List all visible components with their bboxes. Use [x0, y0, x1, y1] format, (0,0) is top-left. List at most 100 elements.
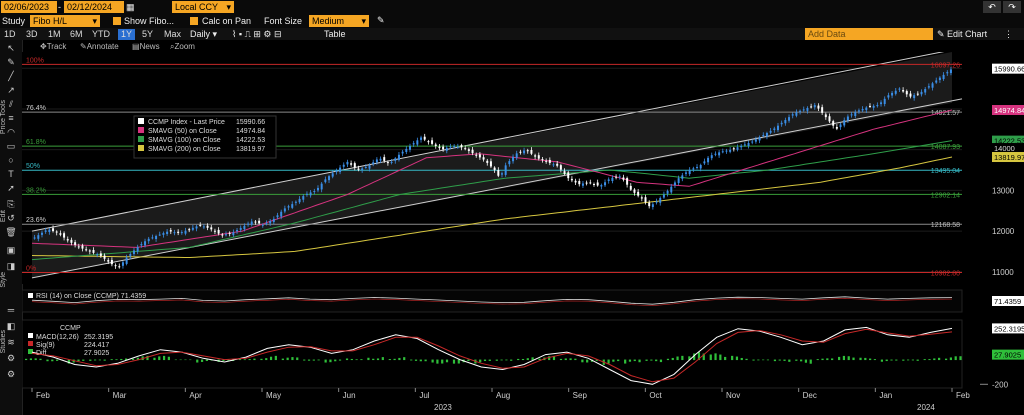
circle-icon[interactable]: ○	[8, 155, 14, 165]
candle-body	[40, 232, 43, 235]
x-month-label: Aug	[496, 391, 510, 400]
rsi-bg	[22, 289, 963, 313]
calendar-icon[interactable]: ▦	[126, 2, 135, 12]
palette-icon[interactable]: ◨	[6, 261, 16, 271]
candle-body	[913, 95, 916, 99]
frequency-select[interactable]: Daily ▾	[190, 29, 218, 39]
line-icon[interactable]: ╱	[8, 71, 14, 81]
arrow-icon[interactable]: ➚	[7, 183, 15, 193]
ray-icon[interactable]: ↗	[7, 85, 15, 95]
candle-body	[412, 143, 415, 145]
period-tab-6m[interactable]: 6M	[70, 29, 83, 39]
calc-on-pan-checkbox[interactable]	[190, 17, 198, 25]
candle-body	[677, 178, 680, 184]
currency-select[interactable]: Local CCY ▾	[172, 1, 234, 13]
macd-legend-label: Diff	[36, 350, 46, 357]
table-button[interactable]: Table	[324, 29, 346, 39]
candle-body	[342, 164, 345, 167]
candle-body	[872, 105, 875, 108]
text-icon[interactable]: T	[8, 169, 14, 179]
arc-icon[interactable]: ◠	[7, 127, 15, 137]
period-tab-ytd[interactable]: YTD	[92, 29, 110, 39]
macd-histogram-bar	[671, 357, 674, 361]
undo-icon[interactable]: ↺	[7, 213, 15, 223]
macd-histogram-bar	[410, 359, 413, 361]
more-icon[interactable]: ⋮	[1004, 29, 1013, 39]
period-tab-3d[interactable]: 3D	[26, 29, 38, 39]
fib-value-label: 16097.26	[931, 62, 960, 69]
period-tab-1m[interactable]: 1M	[48, 29, 61, 39]
candle-body	[386, 162, 389, 164]
study-label: Study	[2, 16, 26, 26]
period-tab-max[interactable]: Max	[164, 29, 182, 39]
period-tab-1y[interactable]: 1Y	[118, 29, 136, 40]
candle-body	[813, 105, 816, 108]
line-chart-icon[interactable]: ⌇ ▪ ⎍ ⊞ ⚙ ⊟	[232, 29, 282, 39]
candle-body	[942, 74, 945, 80]
rectangle-icon[interactable]: ▭	[6, 141, 16, 151]
candle-body	[806, 107, 809, 111]
study-select[interactable]: Fibo H/L ▾	[30, 15, 100, 27]
fibonacci-icon[interactable]: ≡	[8, 113, 14, 123]
macd-histogram-bar	[25, 358, 28, 361]
candle-body	[523, 150, 526, 154]
date-from-field[interactable]: 02/06/2023	[1, 1, 57, 13]
cursor-icon[interactable]: ↖	[7, 43, 15, 53]
date-to-field[interactable]: 02/12/2024	[64, 1, 124, 13]
price-chart[interactable]: 110001200013000140001500016000100%16097.…	[22, 52, 1024, 414]
line-style-icon[interactable]: ═	[7, 305, 15, 315]
macd-histogram-bar	[303, 359, 306, 361]
chevron-down-icon: ▾	[361, 16, 366, 26]
lock-icon[interactable]: ▣	[6, 245, 16, 255]
edit-chart-button[interactable]: ✎ Edit Chart	[937, 29, 988, 39]
gear-icon[interactable]: ⚙	[6, 369, 16, 379]
fib-value-label: 14087.93	[931, 144, 960, 151]
settings-icon[interactable]: ⚙	[6, 353, 16, 363]
candle-body	[707, 157, 710, 163]
track-tool[interactable]: ✥ Track	[40, 42, 67, 51]
zoom-tool[interactable]: ⌕ Zoom	[170, 42, 195, 51]
candle-body	[548, 159, 551, 163]
candle-body	[791, 114, 794, 116]
pencil-icon[interactable]: ✎	[377, 15, 385, 25]
copy-icon[interactable]: ⎘	[7, 199, 15, 209]
back-button[interactable]: ↶	[983, 1, 1001, 13]
fib-pct-label: 61.8%	[26, 139, 46, 146]
macd-histogram-bar	[681, 355, 684, 361]
channel-icon[interactable]: ⫽	[8, 99, 13, 109]
candle-body	[92, 250, 95, 253]
rsi-panel: RSI (14) on Close (CCMP) 71.4359 71.4359	[22, 289, 1024, 313]
macd-legend-swatch	[28, 333, 33, 338]
font-size-select[interactable]: Medium ▾	[309, 15, 369, 27]
macd-histogram-bar	[859, 357, 862, 361]
candle-body	[673, 182, 676, 186]
color-icon[interactable]: ◧	[6, 321, 16, 331]
candle-body	[129, 253, 132, 257]
news-tool[interactable]: ▤ News	[132, 42, 160, 51]
delete-icon[interactable]: 🗑	[5, 227, 17, 237]
annotate-tool[interactable]: ✎ Annotate	[80, 42, 119, 51]
candle-body	[927, 86, 930, 88]
macd-histogram-bar	[167, 356, 170, 361]
candle-body	[854, 112, 857, 117]
legend-label: CCMP Index - Last Price	[148, 119, 225, 126]
studies-label: Studies	[0, 330, 7, 354]
candle-body	[478, 154, 481, 158]
macd-bg	[22, 319, 963, 389]
forward-button[interactable]: ↷	[1003, 1, 1021, 13]
candle-body	[320, 183, 323, 190]
period-tab-1d[interactable]: 1D	[4, 29, 16, 39]
macd-histogram-bar	[552, 355, 556, 361]
macd-histogram-bar	[67, 359, 70, 364]
legend-value: 15990.66	[236, 119, 265, 126]
candle-body	[52, 228, 55, 232]
width-icon[interactable]: ≋	[7, 337, 15, 347]
add-data-input[interactable]: Add Data	[805, 28, 933, 40]
candle-body	[364, 166, 367, 168]
candle-body	[63, 233, 66, 238]
pen-icon[interactable]: ✎	[7, 57, 15, 67]
period-tab-5y[interactable]: 5Y	[142, 29, 154, 39]
macd-histogram-bar	[945, 358, 948, 361]
x-month-label: Feb	[956, 391, 970, 400]
show-fibo-checkbox[interactable]	[113, 17, 121, 25]
